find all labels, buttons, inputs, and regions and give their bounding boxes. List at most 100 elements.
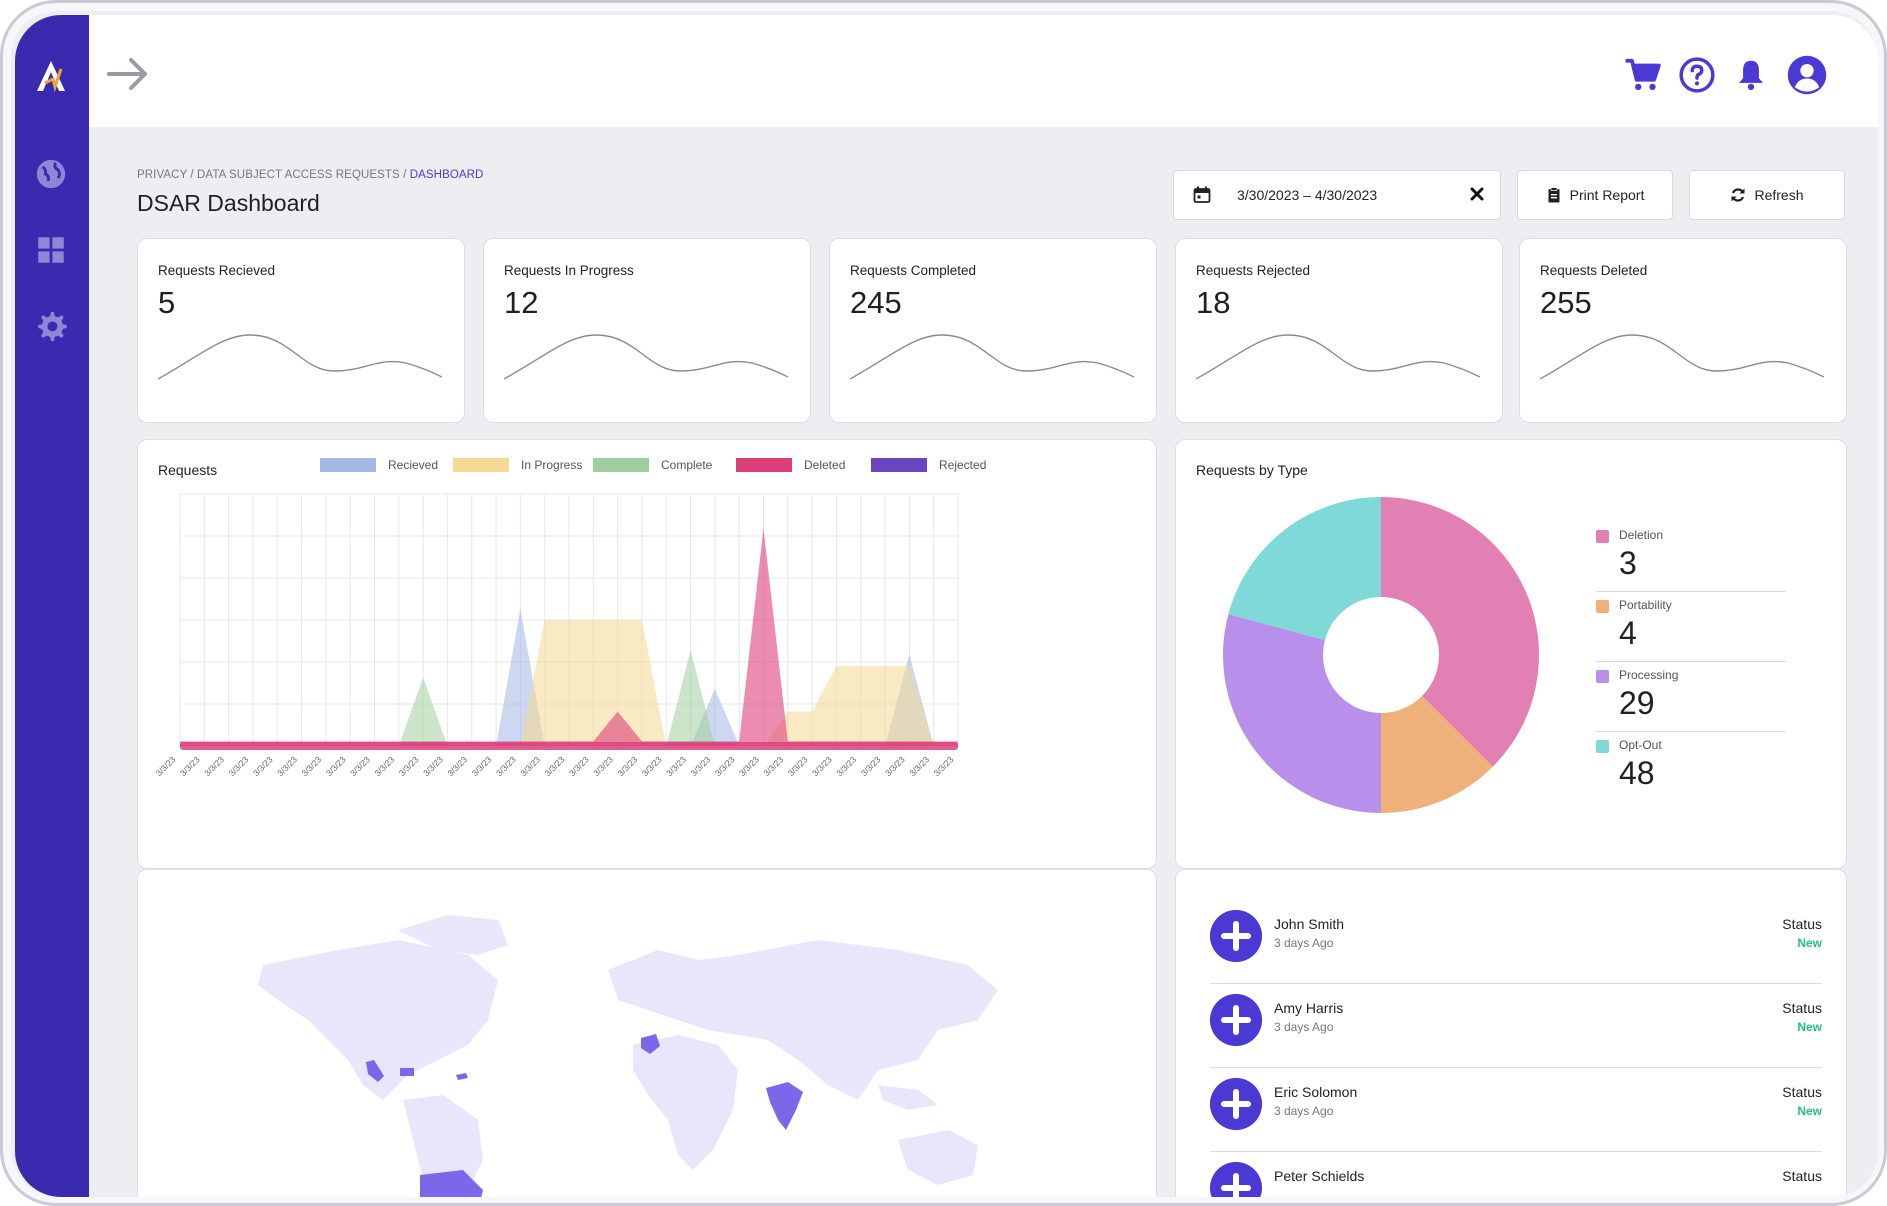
legend-item[interactable]: Complete xyxy=(593,458,712,472)
x-tick-label: 3/3/23 xyxy=(397,754,421,778)
stat-card-received: Requests Recieved 5 xyxy=(137,238,465,423)
requests-by-type-donut xyxy=(1223,497,1539,813)
legend-item[interactable]: Deleted xyxy=(736,458,845,472)
print-report-label: Print Report xyxy=(1569,187,1645,203)
date-range-picker[interactable]: 3/30/2023 – 4/30/2023 xyxy=(1173,170,1501,220)
x-tick-label: 3/3/23 xyxy=(227,754,251,778)
x-tick-label: 3/3/23 xyxy=(883,754,907,778)
breadcrumb-path[interactable]: PRIVACY / DATA SUBJECT ACCESS REQUESTS / xyxy=(137,169,410,181)
plus-icon[interactable] xyxy=(1210,1162,1262,1197)
stat-card-in-progress: Requests In Progress 12 xyxy=(483,238,811,423)
close-icon[interactable] xyxy=(1468,185,1486,203)
plus-icon[interactable] xyxy=(1210,910,1262,962)
map-highlight-central xyxy=(400,1068,414,1076)
x-tick-label: 3/3/23 xyxy=(518,754,542,778)
legend-item[interactable]: In Progress xyxy=(453,458,582,472)
x-tick-label: 3/3/23 xyxy=(591,754,615,778)
pie-legend-item: Processing 29 xyxy=(1596,662,1786,732)
legend-label: Rejected xyxy=(939,458,987,472)
plus-icon[interactable] xyxy=(1210,994,1262,1046)
list-item[interactable]: Amy Harris 3 days Ago Status New xyxy=(1210,984,1822,1068)
legend-label: Complete xyxy=(661,458,713,472)
x-tick-label: 3/3/23 xyxy=(640,754,664,778)
print-report-button[interactable]: Print Report xyxy=(1517,170,1673,220)
x-tick-label: 3/3/23 xyxy=(737,754,761,778)
requester-name: John Smith xyxy=(1274,916,1345,932)
legend-value: 48 xyxy=(1619,755,1655,791)
request-age: 3 days Ago xyxy=(1274,936,1334,950)
stat-card-deleted: Requests Deleted 255 xyxy=(1519,238,1847,423)
chart-title: Requests xyxy=(158,462,218,478)
legend-swatch xyxy=(1596,600,1609,613)
x-tick-label: 3/3/23 xyxy=(616,754,640,778)
cart-icon[interactable] xyxy=(1624,56,1662,94)
status-badge: New xyxy=(1797,1020,1822,1034)
status-badge: New xyxy=(1797,936,1822,950)
gear-icon[interactable] xyxy=(34,309,68,343)
arrow-right-icon[interactable] xyxy=(105,55,151,93)
donut-hole xyxy=(1323,597,1439,713)
pie-legend-item: Portability 4 xyxy=(1596,592,1786,662)
x-tick-label: 3/3/23 xyxy=(348,754,372,778)
refresh-label: Refresh xyxy=(1754,187,1804,203)
x-tick-label: 3/3/23 xyxy=(713,754,737,778)
refresh-icon xyxy=(1731,188,1745,202)
x-tick-label: 3/3/23 xyxy=(470,754,494,778)
x-tick-label: 3/3/23 xyxy=(300,754,324,778)
legend-swatch xyxy=(871,458,927,472)
x-tick-label: 3/3/23 xyxy=(275,754,299,778)
legend-label: In Progress xyxy=(521,458,583,472)
series-area-deleted xyxy=(180,528,958,746)
legend-swatch xyxy=(320,458,376,472)
date-range-value: 3/30/2023 – 4/30/2023 xyxy=(1237,187,1378,203)
map-highlight-east xyxy=(456,1073,468,1080)
legend-item[interactable]: Rejected xyxy=(871,458,986,472)
legend-swatch xyxy=(453,458,509,472)
x-tick-label: 3/3/23 xyxy=(907,754,931,778)
x-tick-label: 3/3/23 xyxy=(834,754,858,778)
legend-swatch xyxy=(1596,740,1609,753)
map-africa xyxy=(633,1035,738,1170)
plus-icon[interactable] xyxy=(1210,1078,1262,1130)
sparkline xyxy=(504,334,788,380)
legend-label: Processing xyxy=(1619,668,1679,682)
legend-label: Recieved xyxy=(388,458,439,472)
bell-icon[interactable] xyxy=(1732,56,1770,94)
requester-name: Amy Harris xyxy=(1274,1000,1344,1016)
x-tick-label: 3/3/23 xyxy=(786,754,810,778)
x-tick-label: 3/3/23 xyxy=(810,754,834,778)
globe-icon[interactable] xyxy=(34,157,68,191)
sparkline xyxy=(158,334,442,380)
refresh-button[interactable]: Refresh xyxy=(1689,170,1845,220)
series-baseline xyxy=(180,742,958,750)
x-tick-label: 3/3/23 xyxy=(178,754,202,778)
x-tick-label: 3/3/23 xyxy=(859,754,883,778)
requester-name: Eric Solomon xyxy=(1274,1084,1358,1100)
map-highlight-west-coast xyxy=(366,1060,384,1082)
chart-title: Requests by Type xyxy=(1196,462,1308,478)
legend-swatch xyxy=(593,458,649,472)
status-label: Status xyxy=(1782,916,1822,932)
requester-name: Peter Schields xyxy=(1274,1168,1365,1184)
user-avatar-icon[interactable] xyxy=(1786,54,1828,96)
grid-icon[interactable] xyxy=(34,233,68,267)
x-tick-label: 3/3/23 xyxy=(932,754,956,778)
map-north-america xyxy=(258,940,498,1100)
list-item[interactable]: Eric Solomon 3 days Ago Status New xyxy=(1210,1068,1822,1152)
help-icon[interactable] xyxy=(1678,56,1716,94)
clipboard-icon xyxy=(1548,187,1560,203)
stat-card-completed: Requests Completed 245 xyxy=(829,238,1157,423)
list-item[interactable]: John Smith 3 days Ago Status New xyxy=(1210,900,1822,984)
status-label: Status xyxy=(1782,1000,1822,1016)
x-tick-label: 3/3/23 xyxy=(689,754,713,778)
stat-value: 255 xyxy=(1540,285,1592,320)
pie-slice-deletion[interactable] xyxy=(1381,497,1539,767)
requests-area-chart: 3/3/23 3/3/23 3/3/23 3/3/23 3/3/23 3/3/23 3/3/… xyxy=(154,493,959,778)
x-tick-label: 3/3/23 xyxy=(421,754,445,778)
logo-icon xyxy=(37,61,65,93)
stat-label: Requests Recieved xyxy=(158,263,276,278)
legend-item[interactable]: Recieved xyxy=(320,458,438,472)
list-item[interactable]: Peter Schields Status xyxy=(1210,1152,1822,1197)
x-tick-label: 3/3/23 xyxy=(372,754,396,778)
